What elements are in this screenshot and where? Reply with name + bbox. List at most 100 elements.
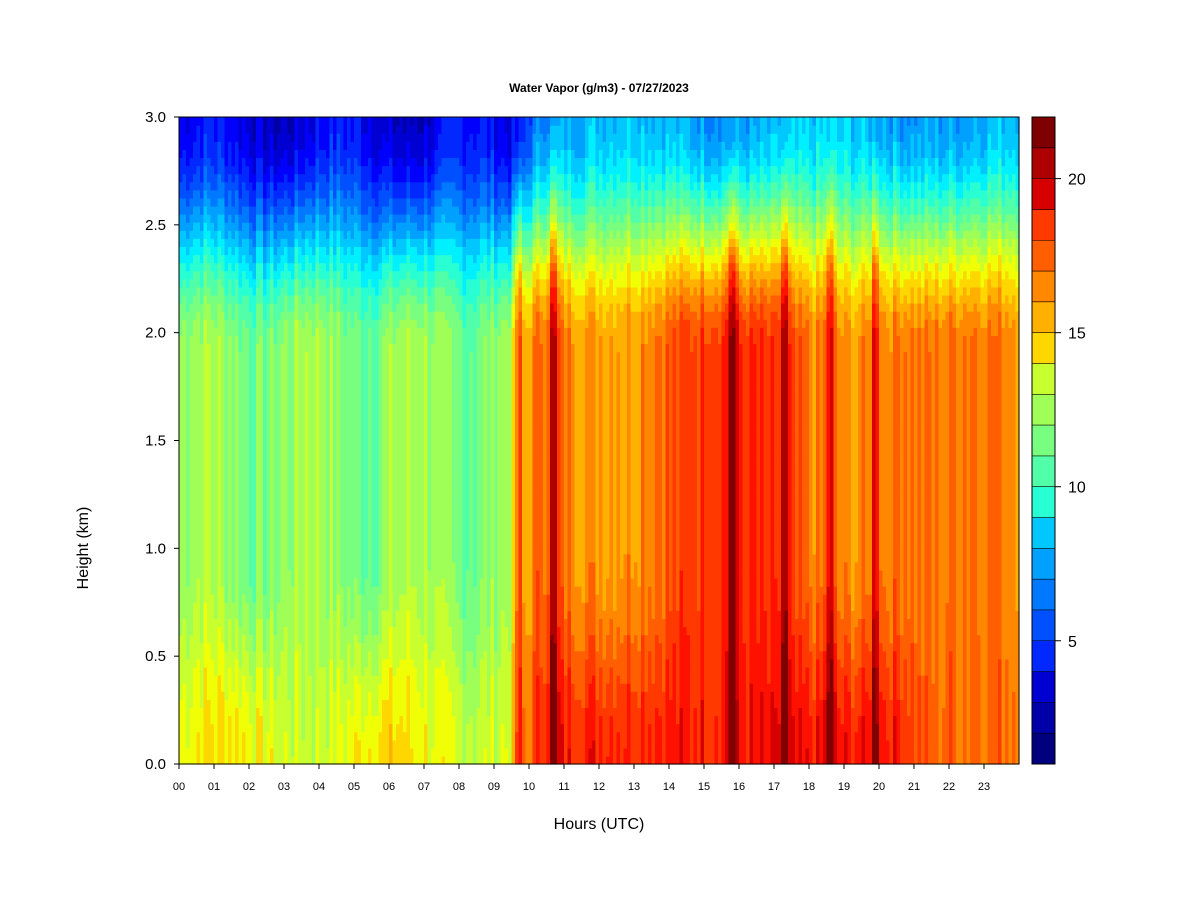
heatmap-cell	[193, 635, 197, 644]
heatmap-cell	[214, 279, 218, 288]
heatmap-cell	[382, 562, 386, 571]
heatmap-cell	[183, 157, 187, 166]
heatmap-cell	[253, 368, 257, 377]
heatmap-cell	[263, 271, 267, 280]
heatmap-cell	[239, 198, 243, 207]
heatmap-cell	[340, 449, 344, 458]
heatmap-cell	[375, 360, 379, 369]
heatmap-cell	[379, 659, 383, 668]
heatmap-cell	[344, 578, 348, 587]
heatmap-cell	[183, 141, 187, 150]
heatmap-cell	[256, 182, 260, 191]
heatmap-cell	[270, 570, 274, 579]
heatmap-cell	[312, 117, 316, 126]
heatmap-cell	[249, 182, 253, 191]
heatmap-cell	[214, 222, 218, 231]
heatmap-cell	[330, 238, 334, 247]
heatmap-cell	[333, 683, 337, 692]
heatmap-cell	[330, 327, 334, 336]
heatmap-cell	[330, 230, 334, 239]
heatmap-cell	[200, 748, 204, 757]
heatmap-cell	[232, 352, 236, 361]
heatmap-cell	[249, 117, 253, 126]
heatmap-cell	[200, 117, 204, 126]
heatmap-cell	[260, 465, 264, 474]
heatmap-cell	[288, 125, 292, 134]
heatmap-cell	[197, 441, 201, 450]
heatmap-cell	[291, 635, 295, 644]
heatmap-cell	[256, 384, 260, 393]
heatmap-cell	[214, 424, 218, 433]
heatmap-cell	[284, 546, 288, 555]
heatmap-cell	[288, 360, 292, 369]
heatmap-cell	[302, 271, 306, 280]
heatmap-cell	[267, 707, 271, 716]
heatmap-cell	[281, 659, 285, 668]
heatmap-cell	[319, 538, 323, 547]
heatmap-cell	[319, 707, 323, 716]
heatmap-cell	[309, 368, 313, 377]
heatmap-cell	[249, 400, 253, 409]
heatmap-cell	[204, 238, 208, 247]
heatmap-cell	[358, 166, 362, 175]
heatmap-cell	[298, 521, 302, 530]
heatmap-cell	[333, 627, 337, 636]
heatmap-cell	[368, 376, 372, 385]
heatmap-cell	[316, 166, 320, 175]
heatmap-cell	[246, 230, 250, 239]
heatmap-cell	[305, 513, 309, 522]
heatmap-cell	[396, 724, 400, 733]
heatmap-cell	[375, 627, 379, 636]
heatmap-cell	[340, 432, 344, 441]
heatmap-cell	[344, 392, 348, 401]
heatmap-cell	[183, 594, 187, 603]
heatmap-cell	[179, 117, 183, 126]
heatmap-cell	[232, 449, 236, 458]
heatmap-cell	[312, 384, 316, 393]
heatmap-cell	[375, 675, 379, 684]
heatmap-cell	[221, 352, 225, 361]
heatmap-cell	[284, 335, 288, 344]
heatmap-cell	[396, 651, 400, 660]
heatmap-cell	[372, 538, 376, 547]
heatmap-cell	[267, 497, 271, 506]
heatmap-cell	[253, 400, 257, 409]
heatmap-cell	[274, 327, 278, 336]
heatmap-cell	[186, 214, 190, 223]
heatmap-cell	[316, 424, 320, 433]
heatmap-cell	[225, 327, 229, 336]
heatmap-cell	[312, 166, 316, 175]
heatmap-cell	[204, 368, 208, 377]
heatmap-cell	[323, 740, 327, 749]
heatmap-cell	[197, 546, 201, 555]
heatmap-cell	[239, 400, 243, 409]
heatmap-cell	[330, 675, 334, 684]
heatmap-cell	[340, 230, 344, 239]
heatmap-cell	[277, 618, 281, 627]
heatmap-cell	[288, 182, 292, 191]
heatmap-cell	[186, 691, 190, 700]
heatmap-cell	[288, 198, 292, 207]
heatmap-cell	[249, 238, 253, 247]
heatmap-cell	[309, 311, 313, 320]
heatmap-cell	[246, 732, 250, 741]
heatmap-cell	[365, 125, 369, 134]
heatmap-cell	[305, 311, 309, 320]
heatmap-cell	[207, 271, 211, 280]
heatmap-cell	[379, 594, 383, 603]
heatmap-cell	[267, 489, 271, 498]
heatmap-cell	[295, 424, 299, 433]
heatmap-cell	[221, 473, 225, 482]
heatmap-cell	[340, 643, 344, 652]
heatmap-cell	[323, 529, 327, 538]
heatmap-cell	[270, 481, 274, 490]
heatmap-cell	[291, 206, 295, 215]
heatmap-cell	[183, 562, 187, 571]
heatmap-cell	[326, 748, 330, 757]
heatmap-cell	[312, 748, 316, 757]
heatmap-cell	[200, 230, 204, 239]
heatmap-cell	[368, 182, 372, 191]
heatmap-cell	[197, 481, 201, 490]
heatmap-cell	[393, 489, 397, 498]
heatmap-cell	[340, 602, 344, 611]
